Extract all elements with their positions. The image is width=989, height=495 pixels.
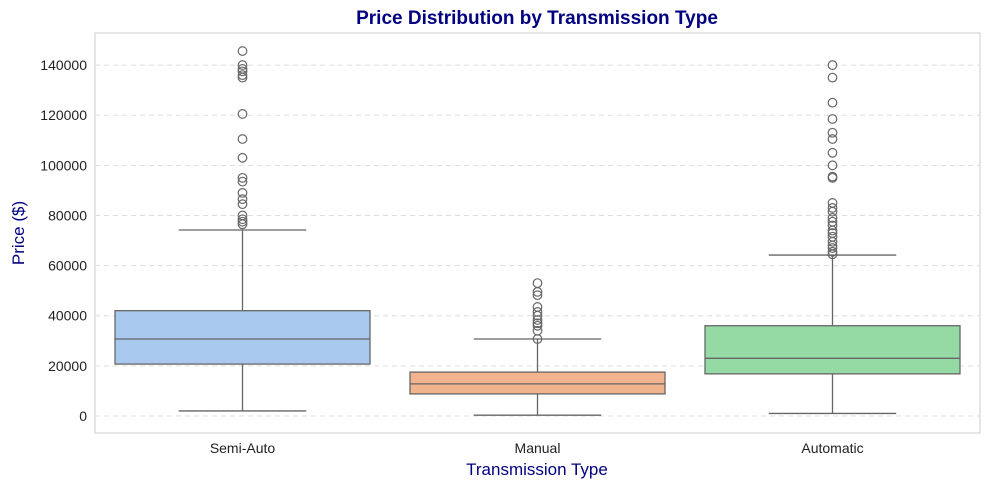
x-tick-label: Manual	[515, 440, 561, 456]
outlier-point	[532, 318, 543, 329]
outlier-point	[237, 187, 248, 198]
outlier-point	[827, 72, 838, 83]
outlier-point	[827, 97, 838, 108]
y-tick-label: 20000	[48, 358, 87, 374]
outlier-point	[827, 246, 838, 257]
outlier-point	[827, 172, 838, 183]
y-tick-label: 60000	[48, 258, 87, 274]
y-tick-label: 120000	[40, 107, 87, 123]
outlier-point	[237, 70, 248, 81]
outlier-point	[827, 147, 838, 158]
y-tick-label: 0	[79, 408, 87, 424]
outlier-point	[237, 199, 248, 210]
outlier-point	[827, 160, 838, 171]
outlier-point	[237, 172, 248, 183]
box-semi-auto	[114, 310, 371, 365]
outlier-point	[237, 152, 248, 163]
x-tick-label: Semi-Auto	[210, 440, 276, 456]
outlier-point	[237, 219, 248, 230]
outlier-point	[237, 216, 248, 227]
outlier-point	[237, 134, 248, 144]
outlier-point	[827, 114, 838, 124]
outlier-point	[827, 220, 838, 231]
outlier-point	[827, 127, 838, 138]
box-automatic	[704, 325, 961, 375]
outlier-point	[237, 72, 248, 83]
y-tick-label: 140000	[40, 57, 87, 73]
outlier-point	[532, 290, 543, 301]
outlier-point	[532, 320, 543, 331]
chart-title: Price Distribution by Transmission Type	[356, 8, 718, 29]
outlier-point	[532, 334, 543, 344]
outlier-point	[237, 194, 248, 205]
outlier-point	[827, 213, 838, 223]
outlier-point	[827, 60, 838, 70]
outlier-point	[827, 225, 838, 236]
outlier-point	[827, 206, 838, 217]
outlier-point	[532, 310, 543, 321]
y-tick-label: 100000	[40, 157, 87, 173]
outlier-point	[237, 46, 248, 56]
outlier-point	[827, 134, 838, 144]
box-manual	[409, 371, 666, 395]
outlier-point	[237, 66, 248, 77]
outlier-point	[827, 249, 838, 260]
x-tick-label: Automatic	[801, 440, 863, 456]
outlier-point	[532, 315, 543, 325]
y-tick-label: 40000	[48, 308, 87, 324]
outlier-point	[237, 214, 248, 225]
y-axis-label: Price ($)	[9, 201, 28, 265]
outlier-point	[532, 286, 543, 297]
outlier-point	[827, 243, 838, 253]
outlier-point	[237, 176, 248, 187]
x-axis-label: Transmission Type	[466, 460, 608, 479]
outlier-point	[237, 60, 248, 70]
y-tick-label: 80000	[48, 207, 87, 223]
outlier-point	[237, 109, 248, 119]
outlier-point	[827, 203, 838, 213]
outlier-point	[827, 236, 838, 247]
